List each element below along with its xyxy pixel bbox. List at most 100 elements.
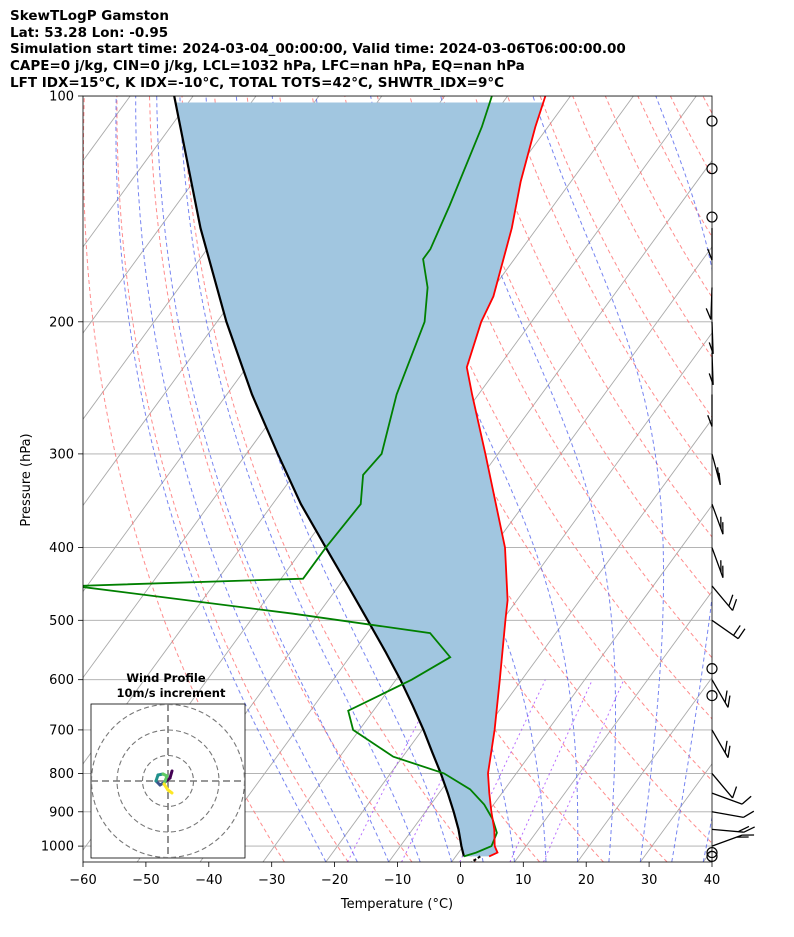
dry-adiabat — [539, 96, 712, 418]
calm-wind-marker — [706, 850, 718, 862]
calm-wind-marker — [706, 689, 718, 702]
hodograph-trace-segment — [166, 788, 174, 795]
cape-cin-shading — [175, 102, 544, 857]
wind-barb-flag — [728, 594, 734, 607]
moist-adiabat — [370, 96, 579, 862]
dry-adiabat — [83, 96, 285, 862]
sounding-profiles — [83, 96, 547, 862]
wind-barb-staff — [711, 453, 721, 485]
wind-barb-staff — [711, 679, 729, 708]
wind-barb-flag — [727, 745, 731, 758]
moist-adiabat — [156, 96, 390, 862]
dry-adiabat — [376, 96, 712, 720]
y-axis-label: Pressure (hPa) — [19, 433, 34, 526]
x-axis-ticks: −60 −50 −40 −30 −20 −10 0 10 20 30 40 — [69, 862, 720, 888]
wind-barb-flag — [727, 695, 731, 708]
dry-adiabat — [149, 96, 413, 862]
dry-adiabat — [702, 96, 712, 115]
wind-barb-staff — [711, 547, 724, 578]
y-tick-label: 500 — [49, 614, 74, 629]
y-tick-label: 200 — [49, 315, 74, 330]
calm-wind-marker — [706, 211, 718, 223]
calm-wind-marker — [706, 663, 718, 675]
y-tick-label: 700 — [49, 723, 74, 738]
wind-barb-staff — [711, 772, 734, 799]
wind-barb-flag — [743, 826, 755, 833]
x-tick-label: 0 — [456, 873, 464, 888]
y-tick-label: 100 — [49, 90, 74, 105]
dry-adiabat — [311, 96, 712, 844]
wind-barb-flag — [718, 472, 721, 485]
moist-adiabat — [179, 96, 421, 862]
dry-adiabat — [736, 96, 794, 862]
wind-barb-flag — [731, 598, 738, 611]
isotherm-line — [702, 849, 712, 862]
mixing-ratio-line — [543, 679, 625, 862]
moist-adiabat — [315, 96, 547, 862]
convective-parameters: CAPE=0 j/kg, CIN=0 j/kg, LCL=1032 hPa, L… — [10, 58, 525, 75]
hodograph-subtitle: 10m/s increment — [117, 686, 226, 700]
dry-adiabat — [507, 96, 712, 478]
parcel-surface-segment — [471, 855, 481, 862]
x-tick-label: −50 — [132, 873, 159, 888]
wind-barb-flag — [743, 810, 755, 818]
isotherm-line — [0, 96, 4, 862]
wind-barb-flag — [707, 248, 713, 261]
y-tick-label: 1000 — [41, 840, 74, 855]
isotherm-line — [451, 504, 712, 862]
dry-adiabat — [409, 96, 712, 659]
wind-barb-staff — [711, 619, 739, 640]
temperature-profile-line — [465, 96, 547, 858]
x-tick-label: 10 — [515, 873, 532, 888]
wind-barb-flag — [732, 625, 741, 636]
x-tick-label: −40 — [195, 873, 222, 888]
moist-adiabat — [135, 96, 358, 862]
hodograph-ring — [91, 704, 245, 858]
wind-barb-staff — [711, 503, 724, 535]
dry-adiabat — [116, 96, 349, 862]
x-tick-label: 20 — [578, 873, 595, 888]
moist-adiabat — [440, 96, 616, 862]
wind-barb-flag — [716, 467, 720, 480]
y-tick-label: 400 — [49, 541, 74, 556]
x-tick-label: 30 — [641, 873, 658, 888]
isotherm-line — [766, 96, 794, 862]
calm-wind-marker — [706, 846, 718, 859]
moist-adiabat — [655, 96, 712, 862]
isotherm-line — [514, 590, 712, 862]
chart-title-block: SkewTLogP Gamston Lat: 53.28 Lon: -0.95 … — [10, 8, 626, 92]
wind-barb-flag — [724, 690, 728, 703]
wind-barb-flag — [737, 825, 750, 833]
simulation-times: Simulation start time: 2024-03-04_00:00:… — [10, 41, 626, 58]
wind-barb-staff — [711, 321, 714, 354]
x-axis-label: Temperature (°C) — [340, 897, 453, 912]
hodograph-title: Wind Profile — [126, 671, 206, 685]
x-tick-label: −60 — [69, 873, 96, 888]
chart-title: SkewTLogP Gamston — [10, 8, 169, 24]
wind-barb-flag — [724, 740, 728, 753]
stability-indices: LFT IDX=15°C, K IDX=-10°C, TOTAL TOTS=42… — [10, 74, 505, 91]
location-coordinates: Lat: 53.28 Lon: -0.95 — [10, 24, 169, 41]
dry-adiabat — [279, 96, 668, 862]
wind-barb-staff — [711, 352, 714, 385]
isotherm-line — [83, 96, 194, 248]
wind-barb-staff — [711, 585, 734, 611]
moist-adiabat — [205, 96, 453, 862]
x-tick-label: −30 — [258, 873, 285, 888]
cin-shaded-area — [175, 102, 544, 857]
moist-adiabat — [702, 815, 712, 862]
y-tick-label: 900 — [49, 805, 74, 820]
isotherm-line — [577, 676, 712, 862]
wind-barbs — [705, 115, 755, 862]
y-tick-label: 800 — [49, 767, 74, 782]
moist-adiabat — [115, 96, 327, 862]
y-tick-label: 300 — [49, 447, 74, 462]
y-tick-label: 600 — [49, 673, 74, 688]
x-tick-label: −10 — [384, 873, 411, 888]
wind-barb-staff — [710, 287, 713, 320]
x-tick-label: −20 — [321, 873, 348, 888]
isotherm-line — [325, 332, 712, 862]
wind-barb-flag — [707, 415, 713, 427]
dewpoint-profile-line — [83, 96, 498, 858]
wind-barb-flag — [708, 373, 714, 386]
